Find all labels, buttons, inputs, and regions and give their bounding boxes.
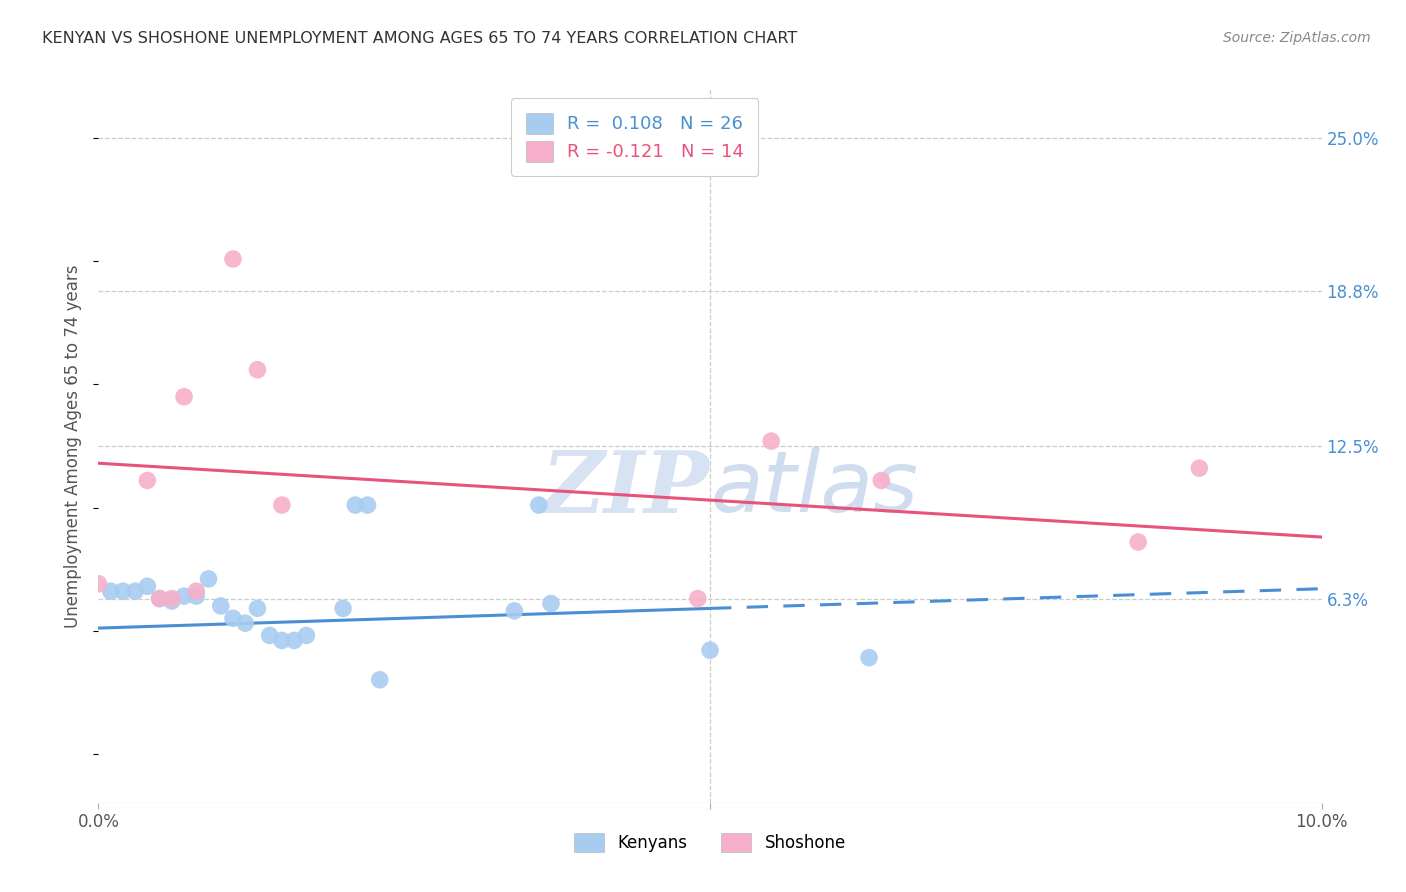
Point	[173, 589, 195, 603]
Point	[173, 390, 195, 404]
Point	[124, 584, 146, 599]
Point	[344, 498, 367, 512]
Point	[283, 633, 305, 648]
Point	[197, 572, 219, 586]
Point	[87, 576, 110, 591]
Point	[1128, 535, 1150, 549]
Point	[222, 252, 245, 266]
Point	[870, 474, 893, 488]
Point	[527, 498, 550, 512]
Point	[270, 633, 292, 648]
Point	[259, 628, 281, 642]
Text: KENYAN VS SHOSHONE UNEMPLOYMENT AMONG AGES 65 TO 74 YEARS CORRELATION CHART: KENYAN VS SHOSHONE UNEMPLOYMENT AMONG AG…	[42, 31, 797, 46]
Point	[209, 599, 232, 613]
Point	[233, 616, 256, 631]
Point	[246, 362, 269, 376]
Text: ZIP: ZIP	[543, 447, 710, 531]
Y-axis label: Unemployment Among Ages 65 to 74 years: Unemployment Among Ages 65 to 74 years	[65, 264, 83, 628]
Legend: Kenyans, Shoshone: Kenyans, Shoshone	[568, 826, 852, 859]
Point	[136, 579, 159, 593]
Point	[246, 601, 269, 615]
Text: Source: ZipAtlas.com: Source: ZipAtlas.com	[1223, 31, 1371, 45]
Point	[100, 584, 122, 599]
Point	[699, 643, 721, 657]
Point	[686, 591, 709, 606]
Point	[186, 589, 208, 603]
Point	[368, 673, 391, 687]
Point	[858, 650, 880, 665]
Point	[356, 498, 378, 512]
Point	[160, 594, 183, 608]
Point	[270, 498, 292, 512]
Text: atlas: atlas	[710, 447, 918, 531]
Point	[149, 591, 172, 606]
Point	[149, 591, 172, 606]
Point	[759, 434, 782, 448]
Point	[1188, 461, 1211, 475]
Point	[186, 584, 208, 599]
Point	[111, 584, 134, 599]
Point	[222, 611, 245, 625]
Point	[540, 597, 562, 611]
Point	[160, 591, 183, 606]
Point	[503, 604, 526, 618]
Point	[295, 628, 318, 642]
Point	[332, 601, 354, 615]
Point	[136, 474, 159, 488]
